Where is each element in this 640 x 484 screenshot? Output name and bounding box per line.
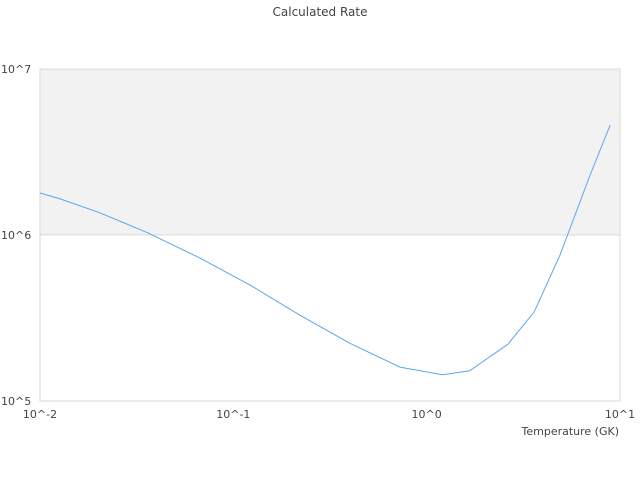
y-tick-label: 10^6	[1, 229, 31, 242]
x-tick-label: 10^0	[412, 408, 442, 421]
series-line	[39, 124, 611, 376]
plot-band	[40, 235, 620, 401]
plot-band	[40, 69, 620, 235]
y-tick-label: 10^7	[1, 63, 31, 76]
x-tick-label: 10^1	[605, 408, 635, 421]
x-tick-label: 10^-1	[216, 408, 250, 421]
x-tick-label: 10^-2	[23, 408, 57, 421]
chart-title: Calculated Rate	[273, 5, 368, 19]
y-tick-label: 10^5	[1, 395, 31, 408]
x-axis-label: Temperature (GK)	[521, 425, 620, 438]
